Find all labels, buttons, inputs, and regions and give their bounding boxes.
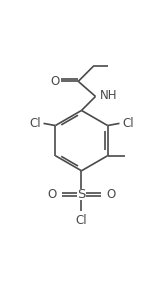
Text: Cl: Cl <box>122 117 134 130</box>
Text: S: S <box>77 188 86 201</box>
Text: NH: NH <box>100 89 117 102</box>
Text: O: O <box>106 188 115 201</box>
Text: Cl: Cl <box>29 117 41 130</box>
Text: O: O <box>50 75 59 88</box>
Text: O: O <box>48 188 57 201</box>
Text: Cl: Cl <box>76 214 87 227</box>
